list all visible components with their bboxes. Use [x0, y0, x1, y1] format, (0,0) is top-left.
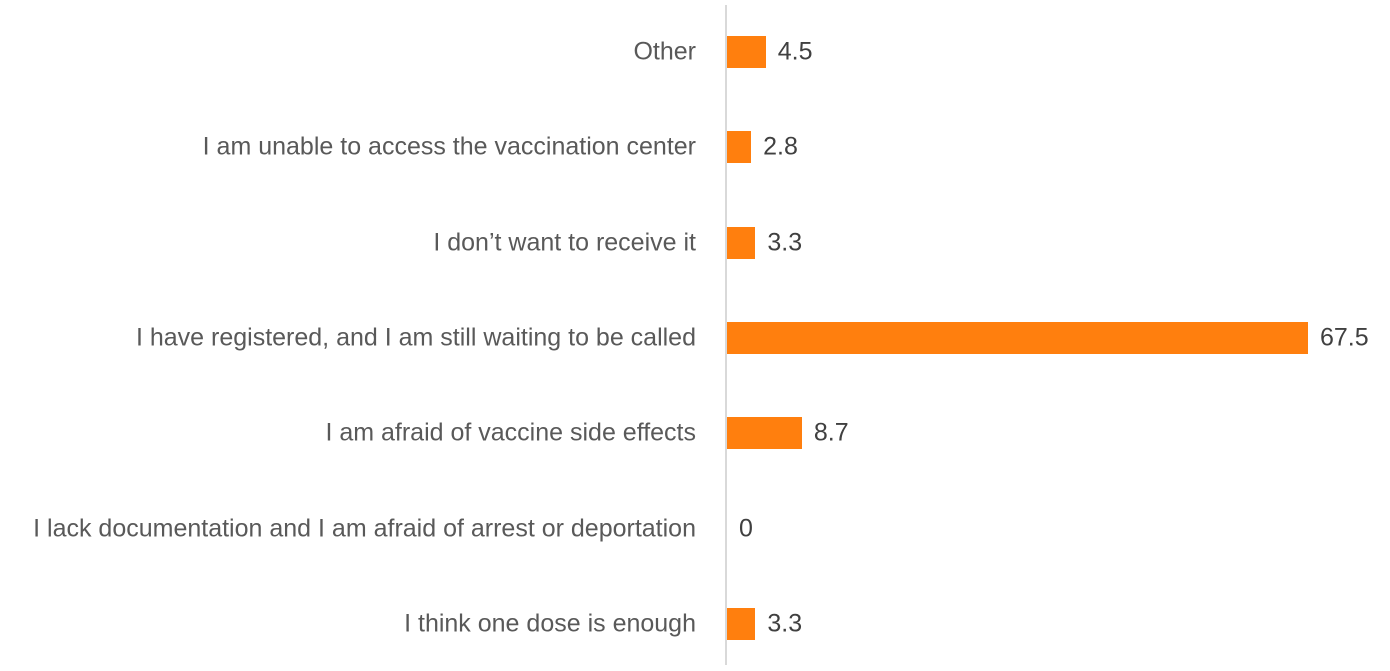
category-label: I don’t want to receive it [433, 228, 696, 257]
value-label: 67.5 [1320, 323, 1369, 352]
value-label: 8.7 [813, 418, 849, 447]
value-label: 3.3 [767, 609, 803, 638]
bar [727, 417, 802, 450]
value-label: 0 [739, 514, 753, 542]
category-label: I think one dose is enough [404, 609, 696, 638]
value-label: 2.8 [763, 132, 798, 161]
category-label: I am unable to access the vaccination ce… [202, 132, 696, 161]
bar [727, 131, 752, 164]
bar [727, 226, 756, 259]
value-label: 4.5 [777, 37, 813, 66]
bar [727, 607, 756, 640]
category-label: Other [633, 37, 696, 66]
category-label: I lack documentation and I am afraid of … [33, 514, 696, 542]
value-label: 3.3 [767, 228, 803, 257]
category-label: I am afraid of vaccine side effects [325, 418, 696, 447]
bar [727, 321, 1308, 354]
category-label: I have registered, and I am still waitin… [135, 323, 696, 352]
category-axis [725, 5, 727, 665]
bar [727, 36, 766, 68]
